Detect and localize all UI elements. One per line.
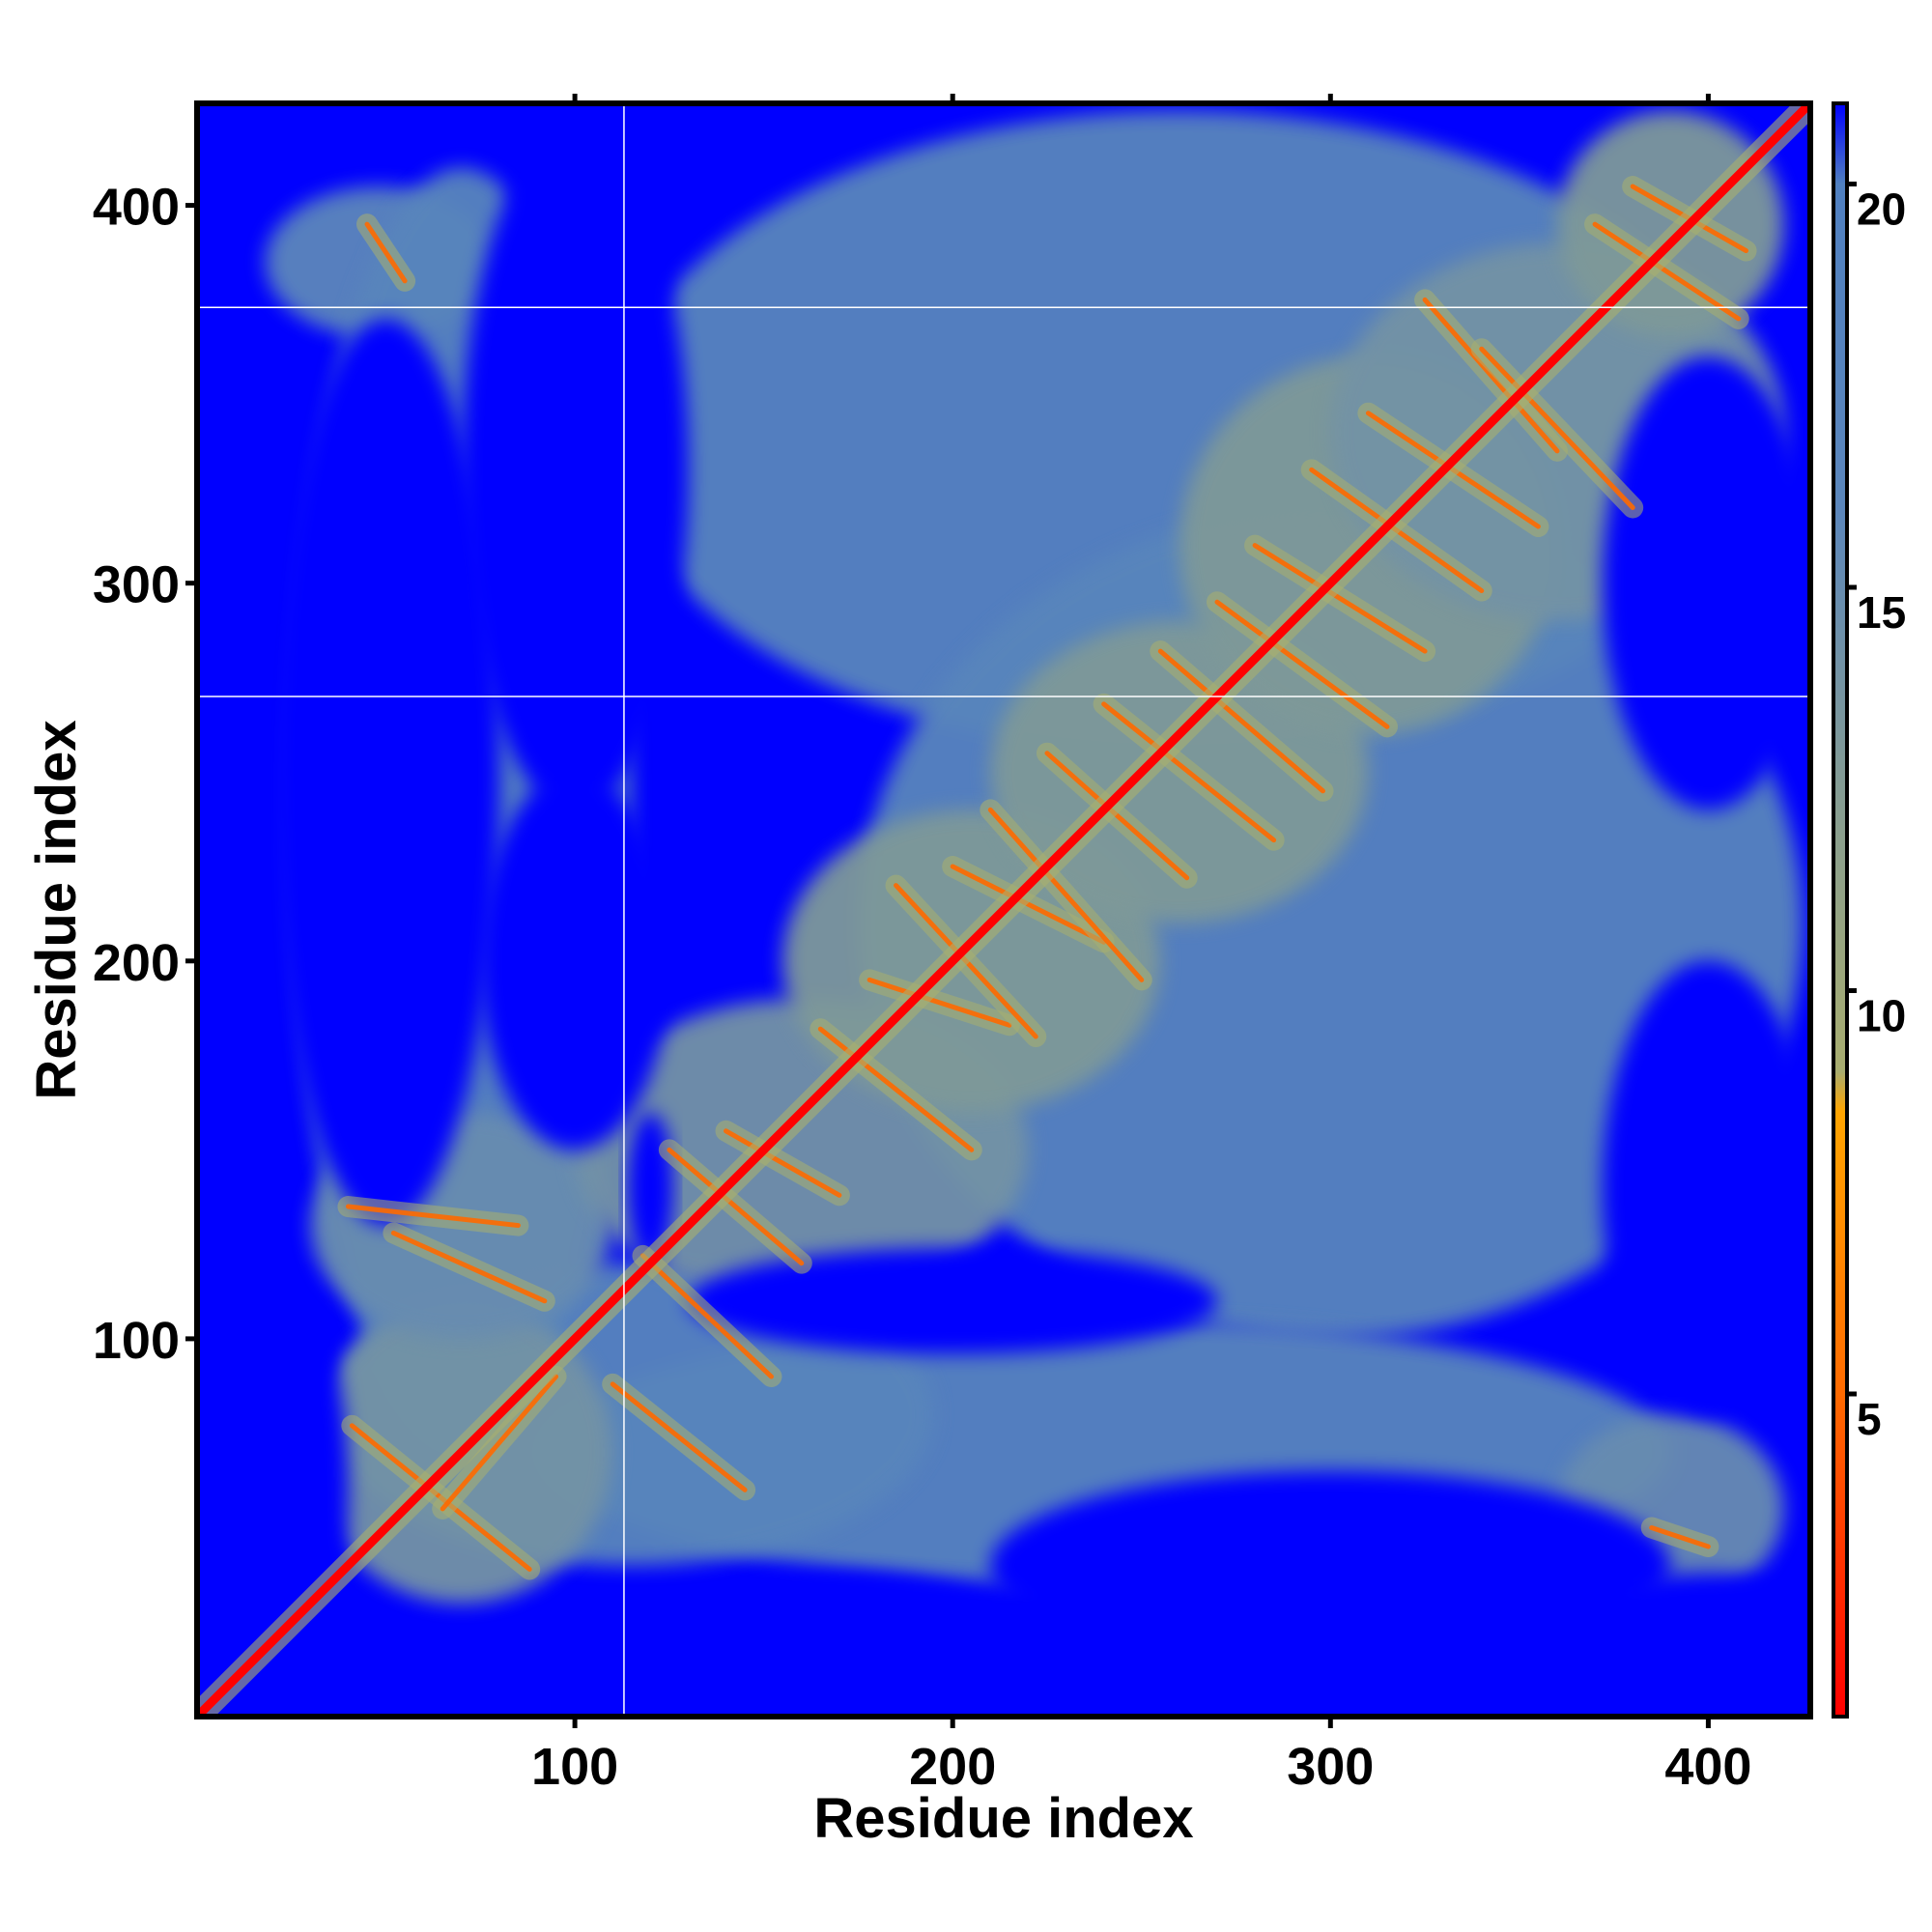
- heatmap-cells: [197, 103, 1810, 1717]
- colorbar: 5 10 15 20: [1832, 101, 1906, 1719]
- heatmap-far-region: [990, 1470, 1671, 1661]
- contact-line: [867, 977, 1012, 1028]
- contact-line: [610, 1381, 748, 1492]
- y-tick-label: 200: [93, 934, 180, 992]
- heatmap-region: [1556, 110, 1784, 338]
- contact-line: [1649, 1524, 1711, 1549]
- heatmap-far-region: [1557, 1573, 1810, 1710]
- contact-line: [950, 864, 1107, 945]
- heatmap-far-region: [480, 772, 669, 1151]
- colorbar-tick-label: 15: [1857, 587, 1906, 638]
- contact-line: [817, 1026, 975, 1152]
- colorbar-gradient: [1832, 101, 1849, 1719]
- heatmap-plot-area: [197, 103, 1810, 1717]
- contact-line: [1044, 751, 1190, 881]
- contact-line: [1592, 221, 1742, 322]
- contact-line: [1214, 599, 1390, 729]
- contact-line: [390, 1230, 548, 1304]
- y-axis-title: Residue index: [25, 720, 88, 1099]
- contact-line: [1479, 346, 1635, 510]
- plot-frame: [194, 100, 1813, 1719]
- contact-line: [724, 1128, 842, 1198]
- contact-line: [1252, 543, 1428, 654]
- diagonal-line: [197, 103, 1810, 1717]
- heatmap-far-region: [1602, 960, 1810, 1415]
- heatmap-far-region: [650, 1573, 1029, 1710]
- contact-line: [987, 807, 1145, 982]
- contact-line: [440, 1374, 559, 1512]
- contact-line: [364, 221, 408, 284]
- y-tick-label: 400: [93, 179, 180, 237]
- heatmap-far-region: [461, 129, 689, 810]
- heatmap-far-region: [272, 318, 499, 1226]
- y-tick-label: 100: [93, 1312, 180, 1370]
- top-axis-ticks: [572, 94, 1711, 103]
- x-tick-label: 200: [909, 1738, 996, 1796]
- contact-line: [345, 1204, 521, 1229]
- contact-line: [1422, 297, 1560, 454]
- x-tick-label: 300: [1287, 1738, 1374, 1796]
- y-axis-ticks: 100 200 300 400: [93, 179, 197, 1370]
- heatmap-far-region: [1602, 356, 1810, 810]
- y-tick-label: 300: [93, 556, 180, 614]
- x-axis-ticks: 100 200 300 400: [531, 1717, 1751, 1796]
- colorbar-tick-label: 20: [1857, 185, 1906, 235]
- contact-line: [639, 1253, 774, 1379]
- colorbar-tick-label: 10: [1857, 991, 1906, 1041]
- contact-line: [1157, 648, 1325, 794]
- x-tick-label: 100: [531, 1738, 618, 1796]
- colorbar-tick-label: 5: [1857, 1394, 1882, 1444]
- x-axis-title: Residue index: [813, 1787, 1193, 1850]
- heatmap-far-region: [688, 1248, 1217, 1354]
- contact-line: [1101, 701, 1277, 843]
- contact-line: [667, 1147, 805, 1266]
- x-tick-label: 400: [1664, 1738, 1751, 1796]
